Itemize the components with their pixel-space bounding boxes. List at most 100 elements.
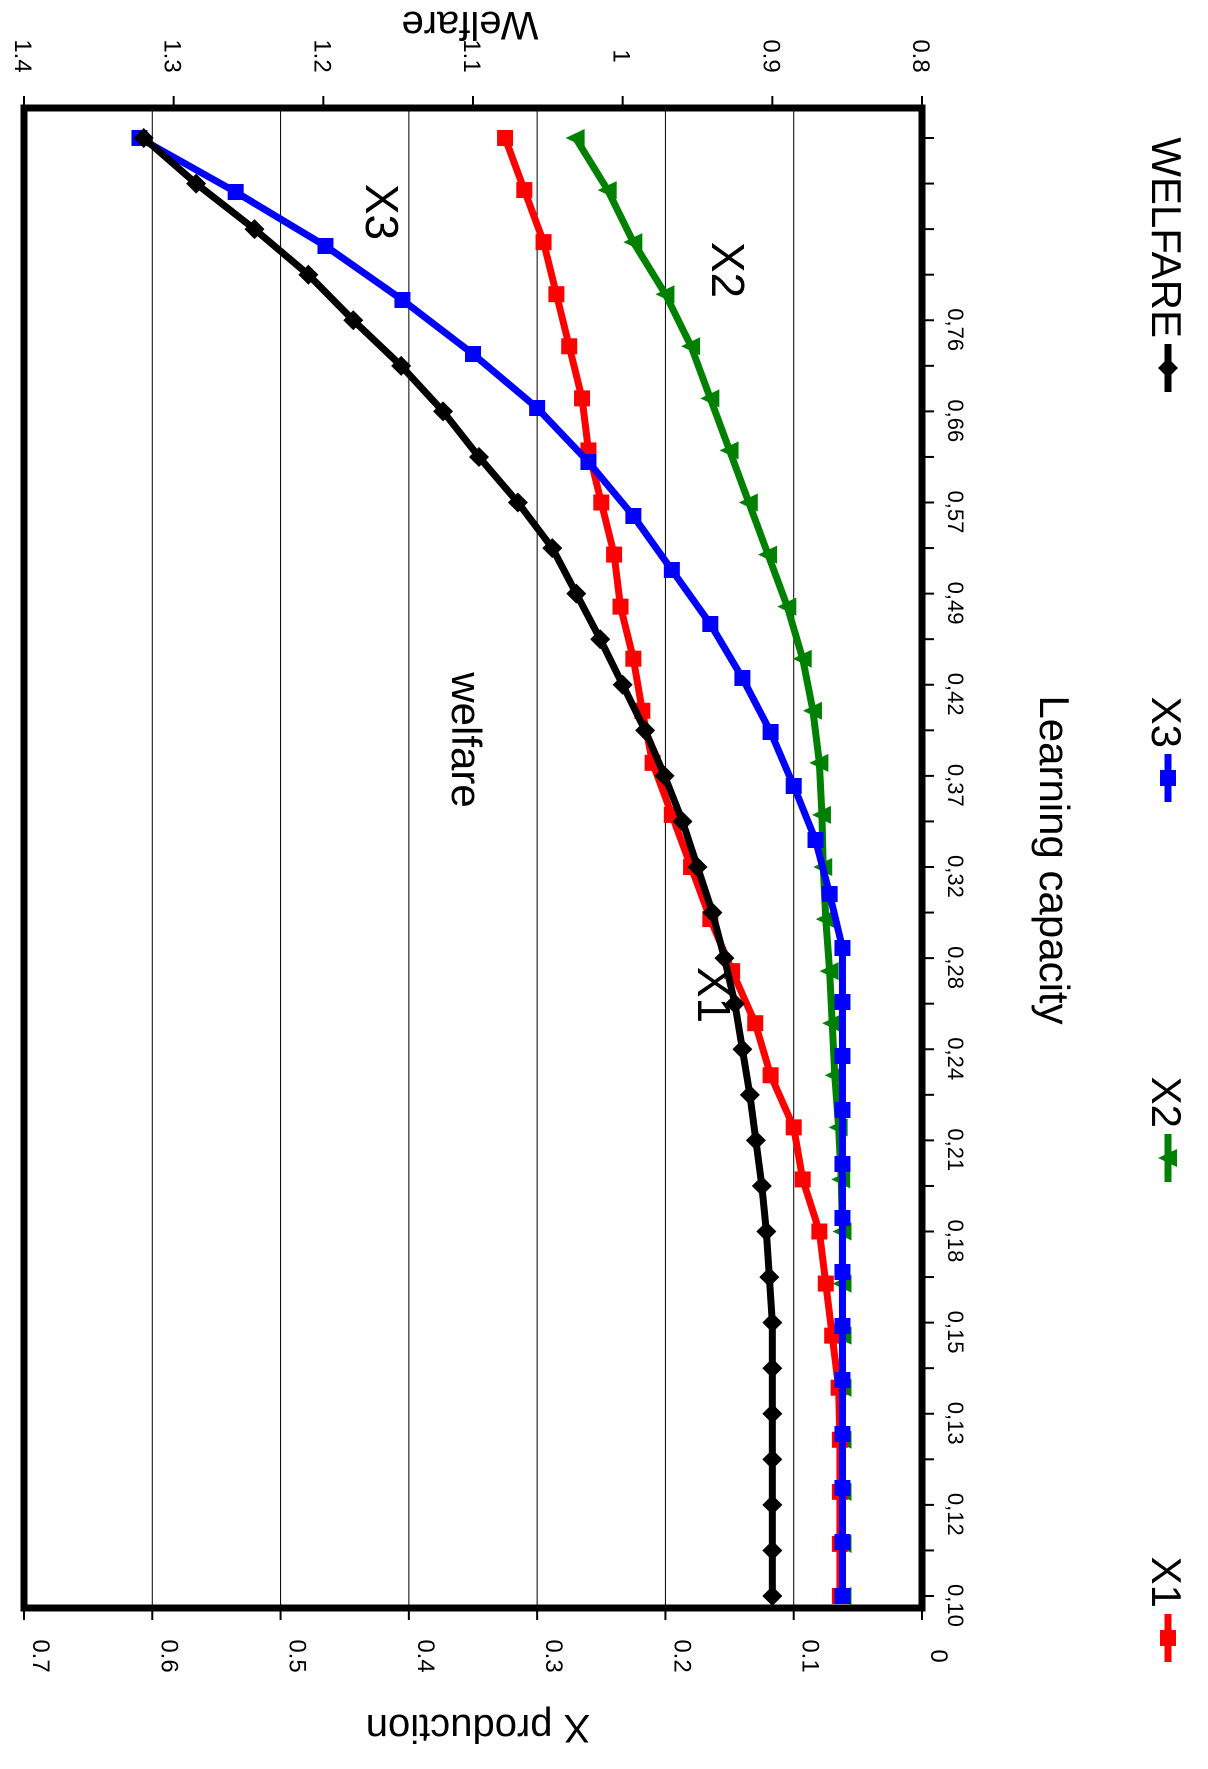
y2-tick-label: 1.3 xyxy=(159,39,186,72)
data-point xyxy=(785,1119,802,1136)
data-point xyxy=(681,337,701,356)
data-point xyxy=(227,184,244,200)
data-point xyxy=(762,1358,783,1379)
data-point xyxy=(1158,358,1178,378)
data-point xyxy=(465,346,481,362)
legend-label: WELFARE xyxy=(1143,137,1190,338)
data-point xyxy=(529,400,546,416)
data-point xyxy=(654,765,675,786)
data-point xyxy=(186,173,207,194)
y2-tick-label: 0.9 xyxy=(757,39,784,72)
y-tick-label: 0.6 xyxy=(155,1639,182,1672)
legend-item: X1 xyxy=(1143,1557,1190,1662)
legend-label: X1 xyxy=(1143,1557,1190,1608)
y-tick-label: 0.2 xyxy=(668,1639,695,1672)
data-point xyxy=(702,616,719,632)
y2-tick-label: 1.1 xyxy=(458,39,485,72)
data-point xyxy=(565,129,585,147)
data-point xyxy=(762,1403,783,1424)
data-point xyxy=(834,1210,851,1226)
y-tick-label: 0.7 xyxy=(27,1639,54,1672)
data-point xyxy=(497,130,514,146)
data-point xyxy=(762,1540,783,1561)
data-point xyxy=(612,598,629,615)
series-line xyxy=(141,135,776,1596)
data-point xyxy=(758,545,778,564)
data-point xyxy=(834,1048,851,1064)
data-point xyxy=(834,1588,851,1604)
data-point xyxy=(834,940,851,956)
data-point xyxy=(580,454,597,470)
legend-label: X2 xyxy=(1143,1077,1190,1128)
data-point xyxy=(811,805,831,824)
data-point xyxy=(590,629,611,650)
x-tick-label: 0,76 xyxy=(943,308,968,351)
data-point xyxy=(394,292,411,308)
y2-axis-title: Welfare xyxy=(401,3,538,47)
data-point xyxy=(1158,1149,1177,1167)
data-point xyxy=(593,494,610,511)
data-point xyxy=(516,182,533,199)
legend-label: X3 xyxy=(1143,697,1190,748)
data-point xyxy=(433,401,454,422)
data-point xyxy=(542,538,563,559)
x-tick-label: 0,21 xyxy=(943,1128,968,1171)
data-point xyxy=(834,1426,851,1442)
data-point xyxy=(802,701,822,720)
legend-item: X2 xyxy=(1143,1077,1190,1182)
data-point xyxy=(700,389,720,408)
data-point xyxy=(792,649,812,668)
y-tick-label: 0.1 xyxy=(797,1639,824,1672)
x-tick-label: 0,12 xyxy=(943,1493,968,1536)
data-point xyxy=(834,1534,851,1550)
data-point xyxy=(759,1267,780,1288)
x-tick-label: 0,66 xyxy=(943,399,968,442)
x-axis-title: Learning capacity xyxy=(1031,695,1078,1024)
x-tick-label: 0,28 xyxy=(943,946,968,989)
data-point xyxy=(834,1480,851,1496)
data-point xyxy=(663,562,680,578)
plot-frame xyxy=(20,104,926,1612)
data-point xyxy=(822,1014,842,1033)
series-welfare xyxy=(133,128,783,1606)
data-point xyxy=(687,857,708,877)
data-point xyxy=(714,948,735,969)
data-point xyxy=(811,1223,828,1240)
data-point xyxy=(625,650,642,667)
data-point xyxy=(834,1102,851,1118)
data-point xyxy=(834,1318,851,1334)
data-point xyxy=(298,264,319,285)
legend-item: X3 xyxy=(1143,697,1190,802)
y-tick-label: 0 xyxy=(925,1649,952,1662)
x-tick-label: 0,18 xyxy=(943,1220,968,1263)
data-point xyxy=(574,390,591,407)
series-x2 xyxy=(565,129,852,1605)
data-point xyxy=(468,446,489,467)
data-point xyxy=(815,910,835,929)
data-point xyxy=(834,1372,851,1388)
data-point xyxy=(762,1449,783,1470)
series-line xyxy=(501,136,844,1596)
data-point xyxy=(732,1039,753,1060)
y-tick-label: 0.3 xyxy=(540,1639,567,1672)
data-point xyxy=(809,753,829,772)
data-point xyxy=(612,674,633,695)
data-point xyxy=(762,724,779,740)
data-point xyxy=(561,338,578,355)
data-point xyxy=(625,508,642,524)
data-point xyxy=(597,181,617,200)
data-point xyxy=(762,1312,783,1333)
data-point xyxy=(1160,770,1176,786)
y2-tick-label: 0.8 xyxy=(907,39,934,72)
data-point xyxy=(724,993,745,1014)
data-point xyxy=(507,492,528,513)
data-point xyxy=(343,310,364,331)
data-point xyxy=(756,1221,777,1242)
legend-item: WELFARE xyxy=(1143,137,1190,392)
x-tick-label: 0,32 xyxy=(943,855,968,898)
data-point xyxy=(747,1015,764,1032)
gridlines xyxy=(151,108,795,1608)
series-x1 xyxy=(497,130,848,1604)
x-tick-label: 0,24 xyxy=(943,1037,968,1080)
